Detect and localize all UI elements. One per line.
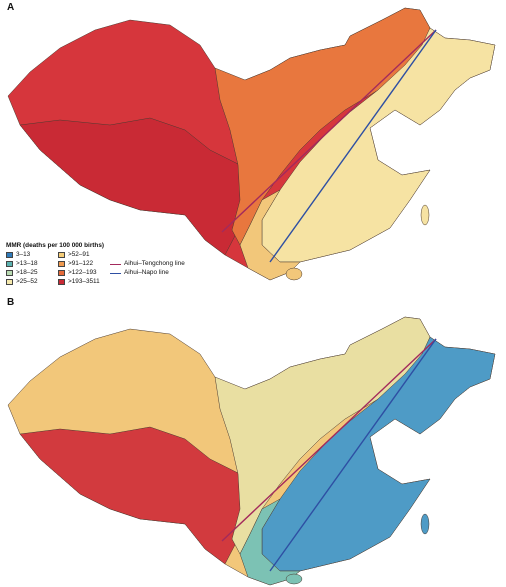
legend-line-label: Aihui–Napo line bbox=[124, 269, 169, 277]
taiwan-island bbox=[420, 513, 430, 535]
legend-label: >52–91 bbox=[68, 251, 90, 259]
legend-swatch bbox=[6, 279, 13, 286]
legend-swatch bbox=[58, 252, 65, 259]
map-panel-a: A MMR (deaths per 100 000 births) 3–13 >… bbox=[6, 2, 496, 291]
legend-swatch bbox=[58, 279, 65, 286]
legend-line-label: Aihui–Tengchong line bbox=[124, 260, 185, 268]
legend-label: >13–18 bbox=[16, 260, 38, 268]
legend-item: >18–25 bbox=[6, 269, 38, 277]
region-south bbox=[239, 498, 301, 586]
legend-swatch bbox=[6, 252, 13, 259]
panel-label-b: B bbox=[7, 297, 15, 308]
legend-label: >193–3511 bbox=[68, 278, 100, 286]
hainan-island bbox=[285, 573, 303, 585]
legend-line-swatch bbox=[110, 263, 121, 265]
china-mmr-map-a bbox=[7, 7, 496, 281]
china-outline-a bbox=[7, 7, 496, 281]
aihui-tengchong-line bbox=[221, 338, 437, 542]
region-belt bbox=[214, 7, 431, 246]
legend-title: MMR (deaths per 100 000 births) bbox=[6, 242, 105, 249]
legend: MMR (deaths per 100 000 births) 3–13 >13… bbox=[6, 242, 256, 291]
legend-label: 3–13 bbox=[16, 251, 31, 259]
china-outline-b bbox=[7, 316, 496, 586]
legend-item: >122–193 bbox=[58, 269, 97, 277]
legend-item: 3–13 bbox=[6, 251, 30, 259]
map-panel-b: B bbox=[0, 295, 506, 587]
aihui-tengchong-line bbox=[221, 29, 437, 233]
legend-item: >25–52 bbox=[6, 278, 38, 286]
legend-grid: 3–13 >13–18 >18–25 >25–52 >52–91 >91–122… bbox=[6, 251, 256, 291]
legend-label: >25–52 bbox=[16, 278, 38, 286]
legend-item: >193–3511 bbox=[58, 278, 100, 286]
legend-label: >18–25 bbox=[16, 269, 38, 277]
legend-swatch bbox=[58, 261, 65, 268]
region-south bbox=[239, 189, 301, 281]
legend-line-swatch bbox=[110, 272, 121, 274]
legend-swatch bbox=[6, 261, 13, 268]
legend-line-item: Aihui–Tengchong line bbox=[110, 260, 185, 268]
legend-swatch bbox=[58, 270, 65, 277]
legend-item: >91–122 bbox=[58, 260, 93, 268]
panel-label-a: A bbox=[7, 2, 15, 13]
aihui-napo-line bbox=[269, 338, 437, 572]
legend-line-item: Aihui–Napo line bbox=[110, 269, 169, 277]
taiwan-island bbox=[420, 204, 430, 226]
legend-item: >52–91 bbox=[58, 251, 90, 259]
region-belt bbox=[214, 316, 431, 555]
aihui-napo-line bbox=[269, 29, 437, 263]
legend-swatch bbox=[6, 270, 13, 277]
legend-label: >122–193 bbox=[68, 269, 97, 277]
legend-label: >91–122 bbox=[68, 260, 94, 268]
hainan-island bbox=[285, 267, 303, 281]
china-mmr-map-b bbox=[7, 316, 496, 586]
legend-item: >13–18 bbox=[6, 260, 38, 268]
